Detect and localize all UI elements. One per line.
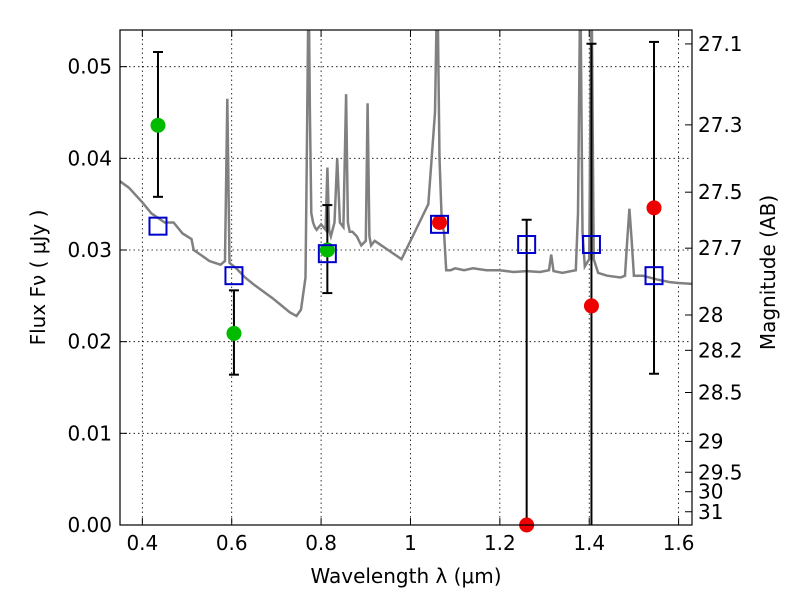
y2-tick-label: 28: [698, 303, 723, 327]
observed-point: [432, 215, 448, 230]
plot-area: [120, 30, 692, 318]
x-axis-label: Wavelength λ (μm): [310, 564, 501, 588]
x-tick-label: 0.6: [216, 531, 248, 555]
observed-point: [226, 325, 242, 341]
model-photometry-square: [517, 235, 537, 254]
y-tick-label: 0.05: [67, 55, 112, 79]
y2-tick-label: 28.5: [698, 381, 743, 405]
y2-tick-label: 27.3: [698, 113, 743, 137]
x-axis-ticks: 0.4 0.6 0.8 1 1.2 1.4 1.6: [126, 30, 695, 555]
model-photometry-square: [224, 266, 244, 286]
y2-tick-label: 29: [698, 429, 723, 453]
model-photometry-square: [317, 244, 337, 264]
y-tick-label: 0.00: [67, 513, 112, 537]
model-photometry-points: [148, 214, 664, 286]
x-tick-label: 0.8: [305, 531, 337, 555]
observed-point: [319, 242, 335, 258]
y2-tick-label: 28.2: [698, 338, 743, 362]
model-photometry-square: [148, 216, 168, 236]
model-photometry-square: [581, 235, 601, 254]
y2-tick-label: 27.1: [698, 32, 743, 56]
y-tick-label: 0.04: [67, 146, 112, 170]
model-photometry-square: [644, 266, 664, 286]
model-spectrum-line: [120, 30, 692, 318]
y2-tick-label: 31: [698, 500, 723, 524]
y-tick-label: 0.02: [67, 330, 112, 354]
y2-tick-label: 27.7: [698, 236, 743, 260]
y2-tick-label: 29.5: [698, 460, 743, 484]
model-photometry-square: [430, 214, 450, 234]
y2-tick-label: 30: [698, 480, 723, 504]
observed-point: [646, 200, 662, 216]
observed-point: [583, 298, 599, 314]
x-tick-label: 1.4: [573, 531, 605, 555]
x-tick-label: 0.4: [126, 531, 158, 555]
y-tick-label: 0.01: [67, 421, 112, 445]
x-tick-label: 1: [404, 531, 417, 555]
y-axis-ticks: 0.00 0.01 0.02 0.03 0.04 0.05: [67, 55, 127, 537]
plot-frame: [119, 29, 693, 526]
x-tick-label: 1.2: [484, 531, 516, 555]
y-tick-label: 0.03: [67, 238, 112, 262]
x-tick-label: 1.6: [663, 531, 695, 555]
y2-axis-label: Magnitude (AB): [756, 195, 780, 350]
observed-point: [150, 117, 166, 133]
y-axis-label: Flux Fν ( μJy ): [26, 210, 50, 346]
y2-tick-label: 27.5: [698, 180, 743, 204]
